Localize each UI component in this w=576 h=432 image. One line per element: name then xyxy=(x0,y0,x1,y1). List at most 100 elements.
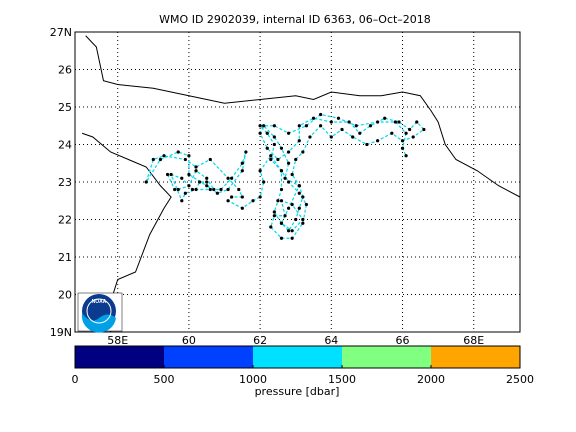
track-point xyxy=(208,187,212,192)
track-point xyxy=(173,187,177,192)
lon-tick-label: 66 xyxy=(396,334,410,347)
track-point xyxy=(226,199,230,203)
track-point xyxy=(226,176,230,180)
track-point xyxy=(340,127,344,132)
track-point xyxy=(279,187,284,192)
track-point xyxy=(283,214,287,218)
float-track xyxy=(144,112,426,240)
colorbar-tick-label: 1000 xyxy=(239,373,267,386)
coastline-oman xyxy=(81,132,172,332)
track-point xyxy=(351,135,355,139)
track-point xyxy=(262,180,266,184)
track-point xyxy=(162,154,166,158)
track-point xyxy=(279,236,284,240)
track-point xyxy=(311,116,316,120)
track-point xyxy=(272,135,276,139)
track-point xyxy=(390,131,394,135)
track-point xyxy=(290,229,294,233)
track-point xyxy=(240,169,244,173)
track-point xyxy=(393,120,397,124)
latitude-tick-labels: 19N 20 21 22 23 24 25 26 27N xyxy=(50,26,72,339)
track-point xyxy=(347,120,351,124)
track-point xyxy=(365,142,369,147)
track-point xyxy=(279,146,284,150)
track-point xyxy=(354,124,358,128)
track-point xyxy=(287,229,291,233)
track-point xyxy=(297,184,301,188)
track-point xyxy=(276,199,280,203)
track-point xyxy=(165,172,170,177)
track-point xyxy=(422,127,426,132)
track-point xyxy=(297,139,301,143)
track-point xyxy=(169,172,173,177)
lon-tick-label: 62 xyxy=(253,334,267,347)
coastline xyxy=(81,35,521,332)
track-point xyxy=(279,199,284,203)
track-point xyxy=(329,120,333,124)
track-point xyxy=(237,187,241,192)
track-point xyxy=(251,199,255,203)
track-point xyxy=(158,157,163,162)
track-point xyxy=(279,169,284,173)
track-point xyxy=(287,206,291,210)
track-point xyxy=(240,161,244,165)
track-point xyxy=(297,191,301,195)
track-point xyxy=(258,131,262,135)
track-point xyxy=(244,150,248,154)
track-point xyxy=(294,157,298,162)
colorbar-tick-label: 0 xyxy=(72,373,79,386)
track-point xyxy=(258,195,262,199)
track-point xyxy=(287,131,291,135)
track-point xyxy=(205,184,209,188)
colorbar-segment xyxy=(253,346,342,368)
track-point xyxy=(205,180,209,184)
lat-tick-label: 21 xyxy=(58,251,72,264)
track-point xyxy=(230,176,234,180)
colorbar-segment xyxy=(75,346,164,368)
noaa-logo-text: NOAA xyxy=(92,299,107,305)
track-point xyxy=(240,195,244,199)
track-point xyxy=(301,150,305,154)
track-point xyxy=(187,172,191,177)
track-point xyxy=(205,176,209,180)
track-point xyxy=(404,131,408,135)
noaa-logo: NOAA xyxy=(77,292,123,333)
track-point xyxy=(208,157,212,162)
colorbar-segment xyxy=(342,346,431,368)
lat-tick-label: 24 xyxy=(58,139,72,152)
lat-tick-label: 19N xyxy=(50,326,72,339)
track-point xyxy=(151,157,155,162)
track-point xyxy=(269,154,273,158)
track-point xyxy=(336,116,341,120)
track-point xyxy=(301,221,305,225)
track-point xyxy=(269,157,273,162)
track-point xyxy=(272,124,276,128)
track-point xyxy=(358,131,362,135)
track-point xyxy=(265,146,269,150)
track-point xyxy=(287,161,291,165)
track-point xyxy=(194,165,198,169)
track-point xyxy=(294,217,298,222)
track-point xyxy=(187,184,191,188)
track-point xyxy=(287,150,291,154)
longitude-tick-labels: 58E 60 62 64 66 68E xyxy=(107,334,484,347)
colorbar-segment xyxy=(164,346,253,368)
lat-tick-label: 22 xyxy=(58,214,72,227)
track-point xyxy=(258,169,262,173)
colorbar-segment xyxy=(431,346,520,368)
track-point xyxy=(319,124,323,128)
coastline-iran xyxy=(85,35,521,198)
track-point xyxy=(411,135,415,139)
track-point xyxy=(230,195,234,199)
track-point xyxy=(304,124,308,128)
track-point xyxy=(301,217,305,222)
track-point xyxy=(183,191,187,195)
track-point xyxy=(287,180,291,184)
lat-tick-label: 25 xyxy=(58,101,72,114)
track-point xyxy=(376,139,380,143)
track-point xyxy=(279,221,284,225)
track-point xyxy=(304,202,308,207)
lat-tick-label: 27N xyxy=(50,26,72,39)
map-frame xyxy=(74,31,521,333)
